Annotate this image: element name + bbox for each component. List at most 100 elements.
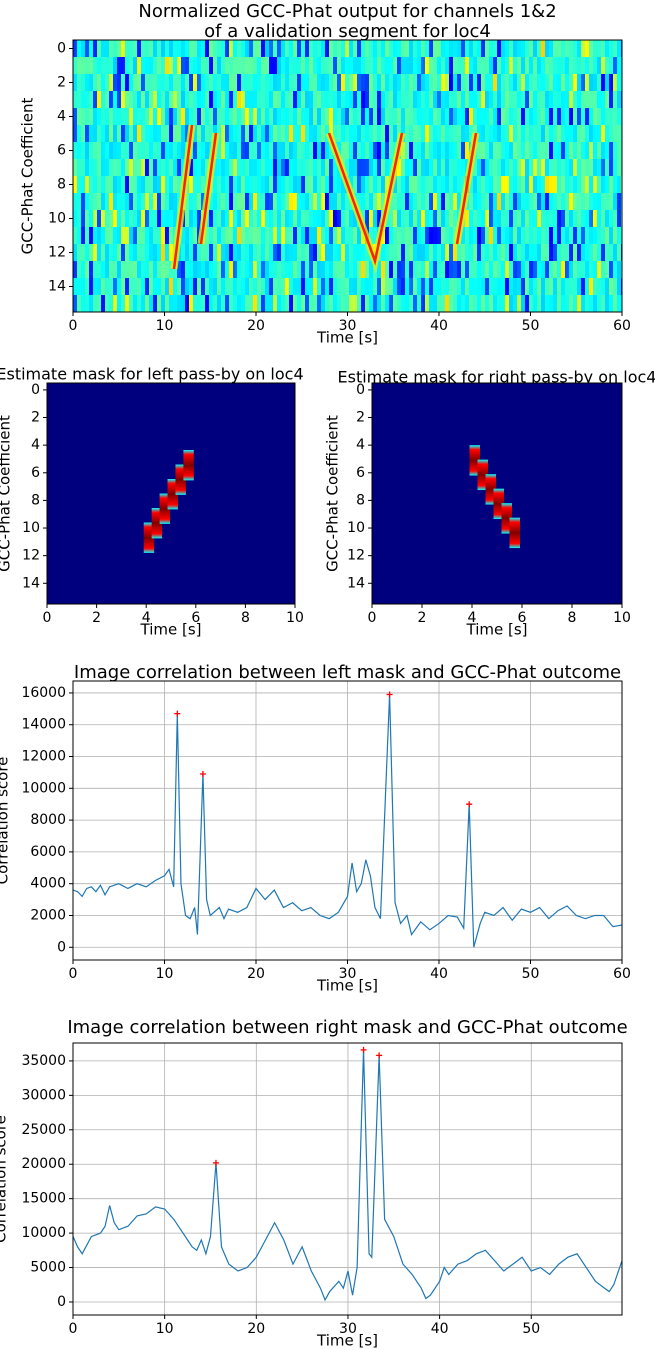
heatmap-cell bbox=[265, 295, 269, 313]
heatmap-cell bbox=[389, 295, 393, 313]
heatmap-cell bbox=[173, 176, 177, 194]
heatmap-cell bbox=[421, 227, 425, 245]
heatmap-cell bbox=[357, 244, 361, 262]
heatmap-cell bbox=[313, 91, 317, 109]
heatmap-cell bbox=[289, 227, 293, 245]
heatmap-cell bbox=[501, 40, 505, 58]
heatmap-cell bbox=[425, 227, 429, 245]
heatmap-cell bbox=[105, 193, 109, 211]
heatmap-cell bbox=[489, 91, 493, 109]
heatmap-cell bbox=[361, 176, 365, 194]
heatmap-cell bbox=[445, 193, 449, 211]
heatmap-cell bbox=[185, 210, 189, 228]
heatmap-cell bbox=[397, 159, 401, 177]
heatmap-cell bbox=[321, 125, 325, 143]
heatmap-cell bbox=[269, 193, 273, 211]
heatmap-cell bbox=[229, 91, 233, 109]
heatmap-cell bbox=[209, 91, 213, 109]
heatmap-cell bbox=[373, 278, 377, 296]
heatmap-cell bbox=[277, 278, 281, 296]
heatmap-cell bbox=[473, 159, 477, 177]
heatmap-cell bbox=[581, 227, 585, 245]
heatmap-cell bbox=[97, 278, 101, 296]
heatmap-cell bbox=[289, 244, 293, 262]
heatmap-cell bbox=[289, 159, 293, 177]
heatmap-cell bbox=[85, 74, 89, 92]
heatmap-cell bbox=[293, 261, 297, 279]
heatmap-cell bbox=[457, 193, 461, 211]
heatmap-cell bbox=[549, 159, 553, 177]
heatmap-cell bbox=[449, 91, 453, 109]
heatmap-cell bbox=[365, 210, 369, 228]
heatmap-cell bbox=[157, 74, 161, 92]
heatmap-cell bbox=[269, 261, 273, 279]
heatmap-cell bbox=[369, 142, 373, 160]
heatmap-cell bbox=[541, 91, 545, 109]
heatmap-cell bbox=[289, 125, 293, 143]
heatmap-cell bbox=[565, 210, 569, 228]
heatmap-cell bbox=[105, 227, 109, 245]
heatmap-cell bbox=[401, 193, 405, 211]
x-tick-label: 10 bbox=[613, 610, 631, 626]
heatmap-cell bbox=[221, 227, 225, 245]
heatmap-cell bbox=[533, 193, 537, 211]
heatmap-cell bbox=[165, 295, 169, 313]
x-tick-label: 6 bbox=[518, 610, 527, 626]
heatmap-cell bbox=[497, 40, 501, 58]
heatmap-cell bbox=[133, 125, 137, 143]
heatmap-cell bbox=[525, 278, 529, 296]
y-tick-label: 12 bbox=[347, 548, 365, 564]
heatmap-cell bbox=[153, 108, 157, 126]
heatmap-cell bbox=[381, 108, 385, 126]
heatmap-cell bbox=[277, 108, 281, 126]
heatmap-cell bbox=[301, 74, 305, 92]
x-tick-label: 0 bbox=[43, 610, 52, 626]
heatmap-cell bbox=[101, 244, 105, 262]
heatmap-cell bbox=[81, 108, 85, 126]
heatmap-cell bbox=[301, 91, 305, 109]
heatmap-cell bbox=[113, 125, 117, 143]
heatmap-cell bbox=[233, 210, 237, 228]
heatmap-cell bbox=[301, 244, 305, 262]
heatmap-cell bbox=[333, 40, 337, 58]
heatmap-cell bbox=[585, 244, 589, 262]
heatmap-cell bbox=[309, 278, 313, 296]
y-axis-label: GCC-Phat Coefficient bbox=[0, 415, 14, 572]
x-axis-label: Time [s] bbox=[316, 1332, 378, 1350]
heatmap-cell bbox=[433, 40, 437, 58]
heatmap-cell bbox=[417, 159, 421, 177]
heatmap-cell bbox=[157, 142, 161, 160]
heatmap-cell bbox=[429, 74, 433, 92]
heatmap-cell bbox=[321, 57, 325, 75]
heatmap-cell bbox=[93, 210, 97, 228]
heatmap-cell bbox=[353, 227, 357, 245]
heatmap-cell bbox=[529, 278, 533, 296]
heatmap-cell bbox=[573, 108, 577, 126]
heatmap-cell bbox=[617, 261, 621, 279]
heatmap-cell bbox=[293, 176, 297, 194]
heatmap-cell bbox=[565, 108, 569, 126]
heatmap-cell bbox=[413, 210, 417, 228]
heatmap-cell bbox=[557, 108, 561, 126]
heatmap-cell bbox=[485, 159, 489, 177]
heatmap-cell bbox=[249, 74, 253, 92]
heatmap-cell bbox=[245, 295, 249, 313]
heatmap-cell bbox=[133, 193, 137, 211]
heatmap-cell bbox=[313, 210, 317, 228]
heatmap-cell bbox=[585, 210, 589, 228]
heatmap-cell bbox=[461, 108, 465, 126]
heatmap-cell bbox=[581, 40, 585, 58]
heatmap-cell bbox=[569, 261, 573, 279]
heatmap-cell bbox=[257, 125, 261, 143]
heatmap-cell bbox=[385, 261, 389, 279]
heatmap-cell bbox=[525, 193, 529, 211]
heatmap-cell bbox=[189, 227, 193, 245]
heatmap-cell bbox=[105, 91, 109, 109]
heatmap-cell bbox=[325, 278, 329, 296]
heatmap-cell bbox=[581, 295, 585, 313]
heatmap-cell bbox=[93, 159, 97, 177]
heatmap-cell bbox=[489, 108, 493, 126]
heatmap-cell bbox=[605, 261, 609, 279]
heatmap-cell bbox=[217, 57, 221, 75]
heatmap-cell bbox=[517, 74, 521, 92]
